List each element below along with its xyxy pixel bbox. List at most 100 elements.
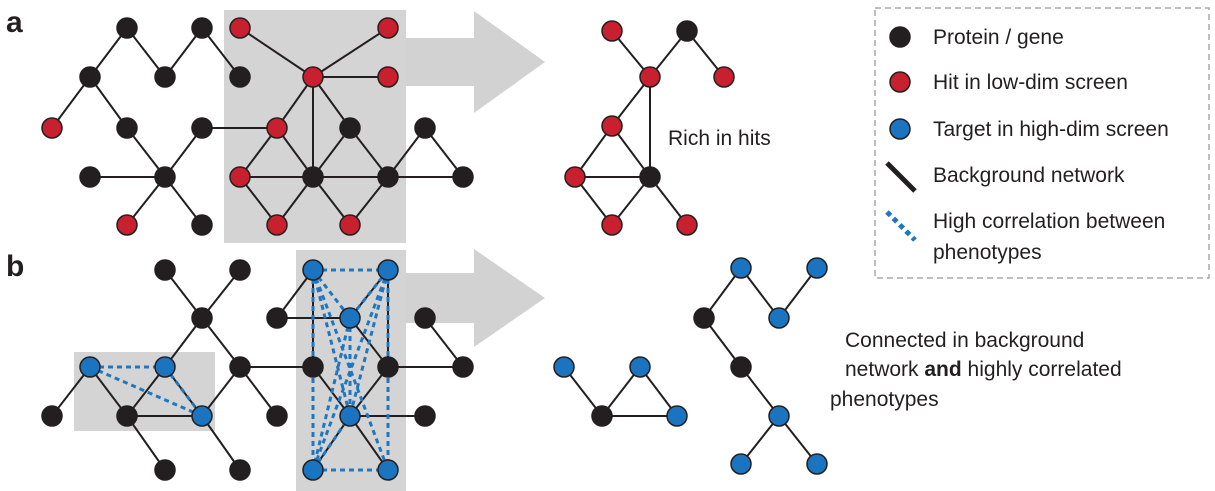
protein-node [116,17,138,39]
panel-b-arrow [406,249,545,347]
hit-node [601,20,623,42]
protein-node [154,66,176,88]
target-node [377,259,399,281]
target-node [666,405,688,427]
caption-and-bold: and [924,358,961,381]
protein-node [154,166,176,188]
protein-node [414,117,436,139]
protein-node [414,405,436,427]
protein-node [377,166,399,188]
legend-correlation-label-line1: High correlation between [933,210,1165,233]
legend-background-line [885,161,917,193]
hit-node [713,66,735,88]
legend-correlation-line [885,210,917,242]
legend-hit-label: Hit in low-dim screen [933,71,1128,94]
target-node [806,257,828,279]
network-edge [312,27,389,78]
target-node [629,356,651,378]
protein-node [154,459,176,481]
panel-a-letter: a [6,6,23,39]
hit-node [601,214,623,236]
protein-node [154,259,176,281]
hit-node [116,214,138,236]
hit-node [564,166,586,188]
correlation-edge [311,415,352,471]
protein-node [302,166,324,188]
legend-hit-marker [889,71,911,93]
protein-node [191,17,213,39]
protein-node [676,20,698,42]
protein-node [229,356,251,378]
target-node [377,459,399,481]
protein-node [377,356,399,378]
hit-node [229,17,251,39]
panel-b-caption-line1: Connected in background [845,329,1084,352]
protein-node [639,166,661,188]
protein-node [693,307,715,329]
panel-b-subnetwork-edges [563,267,818,465]
panel-a-highlight [224,10,406,243]
network-edge [126,415,166,471]
target-node [302,459,324,481]
target-node [154,356,176,378]
panel-b-caption-line2: network and highly correlated [845,358,1122,381]
network-edge [239,27,314,78]
protein-node [41,405,63,427]
network-edge [201,415,241,471]
legend-target-marker [889,118,911,140]
target-node [730,453,752,475]
protein-node [116,117,138,139]
hit-node [266,214,288,236]
protein-node [266,405,288,427]
target-node [730,257,752,279]
target-node [191,405,213,427]
target-node [768,307,790,329]
target-node [339,307,361,329]
panel-a-network-nodes [41,17,474,236]
protein-node [266,307,288,329]
legend-background-label: Background network [933,164,1125,187]
protein-node [452,356,474,378]
hit-node [302,66,324,88]
protein-node [414,307,436,329]
hit-node [339,214,361,236]
legend-protein-marker [889,26,911,48]
caption-correlated-text: highly correlated [962,358,1122,381]
hit-node [639,66,661,88]
panel-b-caption-line3: phenotypes [830,388,939,411]
hit-node [41,117,63,139]
protein-node [229,259,251,281]
panel-b-subnetwork-nodes [553,257,828,475]
legend-correlation-label-line2: phenotypes [933,241,1042,264]
protein-node [79,166,101,188]
protein-node [116,405,138,427]
target-node [553,356,575,378]
legend-box [874,7,1210,279]
correlation-edge [348,269,390,417]
target-node [806,453,828,475]
caption-network-text: network [845,358,924,381]
legend-protein-label: Protein / gene [933,26,1064,49]
protein-node [302,356,324,378]
correlation-edge [311,269,352,417]
hit-node [601,115,623,137]
legend-target-label: Target in high-dim screen [933,118,1169,141]
panel-a-arrow [406,11,545,113]
correlation-edge [311,317,352,471]
protein-node [229,66,251,88]
target-node [302,259,324,281]
protein-node [452,166,474,188]
panel-b-network-nodes [41,259,474,481]
panel-b-letter: b [6,250,24,283]
correlation-edge [89,365,203,418]
protein-node [591,405,613,427]
protein-node [191,117,213,139]
target-node [79,356,101,378]
protein-node [191,307,213,329]
hit-node [229,166,251,188]
hit-node [377,66,399,88]
target-node [339,405,361,427]
hit-node [676,214,698,236]
network-edge [349,415,389,471]
